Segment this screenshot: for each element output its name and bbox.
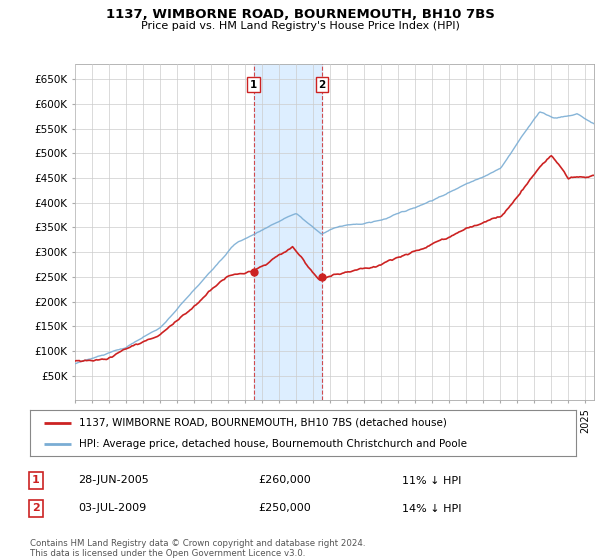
- Text: £260,000: £260,000: [258, 475, 311, 486]
- Text: 2: 2: [318, 80, 326, 90]
- Bar: [254, 64, 322, 400]
- Text: 2: 2: [32, 503, 40, 514]
- Text: 14% ↓ HPI: 14% ↓ HPI: [402, 503, 461, 514]
- Text: £250,000: £250,000: [258, 503, 311, 514]
- Text: 03-JUL-2009: 03-JUL-2009: [78, 503, 146, 514]
- Text: 11% ↓ HPI: 11% ↓ HPI: [402, 475, 461, 486]
- Text: 1: 1: [32, 475, 40, 486]
- Text: HPI: Average price, detached house, Bournemouth Christchurch and Poole: HPI: Average price, detached house, Bour…: [79, 439, 467, 449]
- Text: 1: 1: [250, 80, 257, 90]
- Text: 28-JUN-2005: 28-JUN-2005: [78, 475, 149, 486]
- Text: 1137, WIMBORNE ROAD, BOURNEMOUTH, BH10 7BS (detached house): 1137, WIMBORNE ROAD, BOURNEMOUTH, BH10 7…: [79, 418, 447, 428]
- Text: Contains HM Land Registry data © Crown copyright and database right 2024.
This d: Contains HM Land Registry data © Crown c…: [30, 539, 365, 558]
- Text: 1137, WIMBORNE ROAD, BOURNEMOUTH, BH10 7BS: 1137, WIMBORNE ROAD, BOURNEMOUTH, BH10 7…: [106, 8, 494, 21]
- Text: Price paid vs. HM Land Registry's House Price Index (HPI): Price paid vs. HM Land Registry's House …: [140, 21, 460, 31]
